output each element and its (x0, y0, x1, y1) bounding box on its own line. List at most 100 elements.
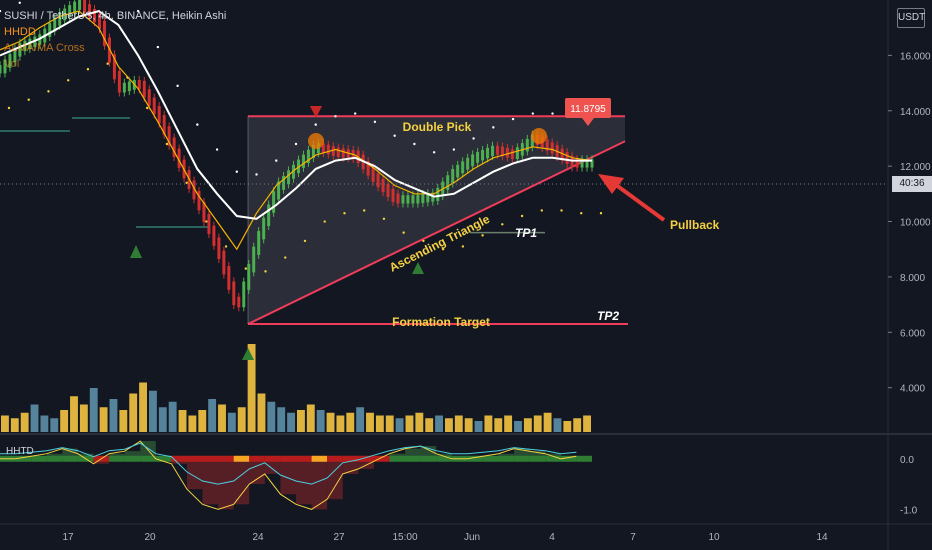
time-tick-label: 4 (549, 532, 555, 543)
indicator-hhdd-label[interactable]: HHDD (4, 26, 36, 38)
candle-body (406, 195, 410, 204)
price-tick-label: 4.000 (900, 384, 925, 395)
candle-body (311, 144, 315, 159)
volume-bar (287, 412, 295, 432)
envelope-dot-upper (314, 123, 317, 126)
candle-body (262, 217, 266, 240)
candle-body (237, 296, 241, 308)
peak-marker-1 (308, 133, 324, 149)
volume-bar (533, 415, 542, 432)
sell-marker (310, 106, 322, 118)
candle-body (157, 106, 161, 124)
hhtd-state-strip (62, 455, 78, 462)
indicator-alma-label[interactable]: ALMA/MA Cross (4, 42, 85, 54)
envelope-dot-lower (224, 245, 228, 248)
candle-body (326, 144, 330, 155)
hhtd-state-strip (560, 455, 577, 462)
envelope-dot-lower (244, 267, 247, 270)
volume-bar (99, 407, 108, 432)
time-tick-label: 17 (62, 532, 74, 543)
envelope-dot-lower (422, 239, 425, 243)
candle-body (500, 146, 504, 157)
candle-body (202, 201, 206, 223)
volume-bar (445, 418, 453, 432)
volume-bar (405, 415, 414, 432)
price-tick-label: 10.000 (900, 218, 931, 229)
candle-body (137, 79, 141, 90)
envelope-dot-lower (7, 106, 11, 110)
candle-body (346, 149, 350, 159)
envelope-dot-upper (176, 84, 179, 88)
time-tick-label: 10 (708, 532, 720, 543)
candle-body (53, 17, 57, 32)
subpanel-label[interactable]: HHTD (6, 446, 34, 457)
hhtd-signal-line (0, 440, 577, 510)
hhtd-state-strip (109, 455, 125, 462)
hhtd-histogram-bar (186, 458, 203, 490)
envelope-dot-lower (441, 248, 445, 251)
volume-bar (218, 404, 226, 432)
envelope-dot-lower (284, 256, 287, 259)
candle-body (510, 149, 514, 160)
candle-body (436, 187, 440, 201)
envelope-dot-upper (452, 148, 456, 151)
candle-body (565, 152, 569, 164)
hhtd-state-strip (373, 455, 390, 462)
time-tick-label: 20 (144, 532, 156, 543)
hhtd-histogram-bar (529, 451, 546, 459)
triangle-lower-line (247, 140, 626, 325)
hhtd-state-strip (436, 455, 452, 462)
volume-bar (375, 415, 384, 432)
candle-body (491, 145, 495, 157)
top-price-bubble (565, 98, 611, 118)
envelope-dot-upper (393, 134, 396, 137)
hhtd-state-strip (31, 455, 47, 462)
envelope-dot-upper (275, 159, 278, 162)
envelope-dot-lower (599, 212, 603, 215)
volume-bar (40, 415, 49, 432)
candle-body (560, 148, 564, 161)
candle-body (142, 80, 146, 98)
ma-line (0, 10, 593, 251)
top-price-label: 11.8795 (570, 104, 606, 115)
candle-body (257, 231, 261, 255)
volume-bar (583, 415, 591, 432)
envelope-dot-lower (47, 90, 50, 93)
price-tick-label: 16.000 (900, 51, 931, 62)
currency-button[interactable]: USDT (897, 8, 925, 28)
volume-bar (30, 404, 39, 432)
candle-body (321, 143, 325, 154)
time-tick-label: 15:00 (392, 532, 417, 543)
hhtd-state-strip (467, 455, 483, 462)
candle-body (162, 115, 166, 135)
volume-bar (188, 415, 197, 432)
envelope-dot-upper (215, 148, 219, 151)
candle-body (525, 138, 529, 152)
candle-body (272, 191, 276, 213)
envelope-dot-upper (492, 126, 495, 129)
hhtd-state-strip (389, 455, 406, 462)
candle-body (530, 134, 534, 148)
hhtd-state-strip (311, 455, 328, 462)
hhtd-histogram-bar (62, 448, 78, 459)
peak-marker-2 (531, 128, 547, 144)
volume-bar (60, 410, 69, 432)
hhtd-state-strip (405, 455, 421, 462)
candle-body (580, 159, 584, 168)
hhtd-state-strip (249, 455, 265, 462)
envelope-dot-upper (196, 123, 199, 126)
indicator-vol-label[interactable]: Vol (4, 58, 20, 70)
candle-body (421, 194, 425, 204)
volume-bar (523, 418, 532, 432)
volume-bar (514, 421, 522, 432)
hhtd-state-strip (529, 455, 546, 462)
volume-bar (70, 396, 78, 432)
envelope-dot-lower (126, 76, 129, 79)
candle-body (88, 4, 92, 18)
volume-bar (415, 412, 424, 432)
symbol-title[interactable]: SUSHI / TetherUS, 4h, BINANCE, Heikin As… (4, 10, 227, 22)
envelope-dot-lower (402, 231, 405, 234)
time-tick-label: Jun (464, 532, 480, 543)
candle-body (3, 59, 7, 74)
